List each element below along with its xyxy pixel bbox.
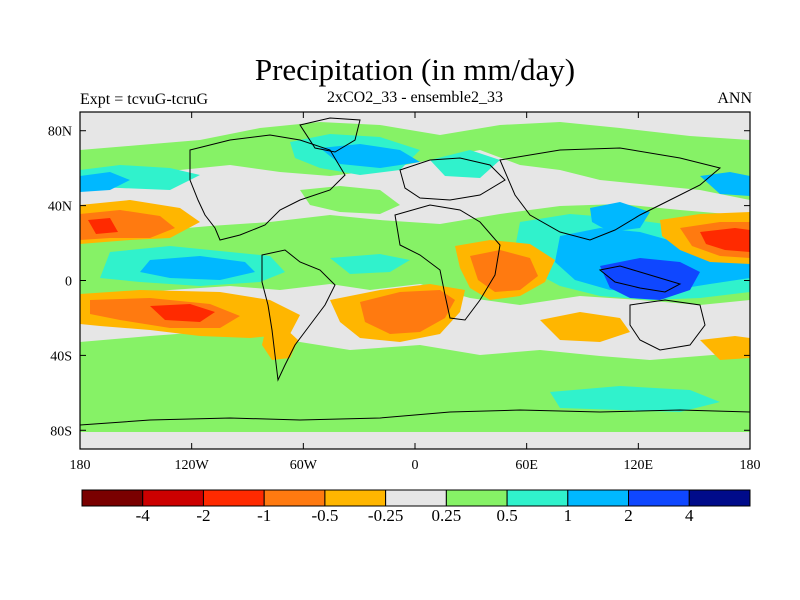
colorbar-box [567, 489, 630, 507]
lat-tick-label: 0 [65, 275, 72, 290]
indonesia-outline [598, 265, 682, 293]
colorbar-box [445, 489, 508, 507]
north-pacific-blue-east [700, 172, 750, 196]
colorbar-box [263, 489, 326, 507]
lat-axis: 80N 40N 0 40S 80S [48, 125, 750, 439]
lon-tick-label: 60E [515, 458, 538, 473]
experiment-label: Expt = tcvuG-tcruG [80, 91, 209, 108]
asia-outline [499, 147, 722, 241]
colorbar-label: -0.25 [367, 506, 404, 525]
colorbar-label: 1 [563, 506, 573, 525]
north-america-outline [189, 134, 346, 241]
colorbar-box [324, 489, 387, 507]
lat-tick-label: 40N [48, 200, 72, 215]
colorbar-label: 2 [624, 506, 633, 525]
colorbar-box [506, 489, 569, 507]
lat-tick-label: 80S [50, 424, 72, 439]
south-pacific-red [150, 304, 215, 322]
colorbar-box [688, 489, 751, 507]
lon-tick-label: 180 [740, 458, 761, 473]
greenland-outline [299, 117, 361, 153]
south-cyan [550, 386, 720, 412]
lon-tick-label: 180 [70, 458, 91, 473]
atlantic-tropical-cyan [330, 254, 410, 274]
colorbar [81, 489, 751, 507]
north-pacific-red [88, 218, 118, 234]
chart-title: Precipitation (in mm/day) [254, 52, 576, 87]
colorbar-label: 4 [685, 506, 694, 525]
season-label: ANN [717, 90, 752, 107]
colorbar-label: -4 [135, 506, 150, 525]
maritime-continent-dark-blue [600, 258, 700, 300]
lat-tick-label: 80N [48, 125, 72, 140]
colorbar-label: -0.5 [311, 506, 339, 525]
colorbar-box [202, 489, 265, 507]
africa-orange [470, 250, 538, 292]
colorbar-label: 0.25 [431, 506, 462, 525]
colorbar-label: -1 [257, 506, 272, 525]
europe-outline [399, 157, 506, 201]
lon-tick-label: 120W [175, 458, 210, 473]
chart-subtitle: 2xCO2_33 - ensemble2_33 [327, 89, 503, 106]
colorbar-box [81, 489, 144, 507]
south-indian-amber [540, 312, 630, 342]
colorbar-label: -2 [196, 506, 211, 525]
coastlines [80, 117, 750, 426]
north-pacific-blue-west [80, 172, 130, 192]
lon-tick-label: 60W [290, 458, 318, 473]
north-atlantic-cyan [430, 150, 500, 178]
arctic-blue [320, 144, 420, 168]
colorbar-box [385, 489, 447, 507]
patagonia-amber [262, 328, 298, 360]
eastern-asia-blue [590, 202, 650, 232]
africa-outline [394, 204, 501, 321]
west-pacific-red [700, 228, 750, 252]
mid-atlantic-green [300, 186, 400, 214]
colorbar-box [142, 489, 204, 507]
south-atlantic-orange [360, 290, 455, 334]
south-america-outline [261, 249, 336, 382]
field-layer [80, 112, 750, 449]
lon-tick-label: 0 [412, 458, 419, 473]
australia-outline [629, 299, 706, 351]
lon-axis: 180 120W 60W 0 60E 120E 180 [70, 112, 761, 473]
east-pacific-blue [140, 256, 255, 280]
antarctica-outline [80, 409, 750, 426]
colorbar-label: 0.5 [496, 506, 518, 525]
lon-tick-label: 120E [624, 458, 654, 473]
southeast-pacific-amber [700, 336, 750, 360]
lat-tick-label: 40S [50, 349, 72, 364]
colorbar-box [628, 489, 690, 507]
